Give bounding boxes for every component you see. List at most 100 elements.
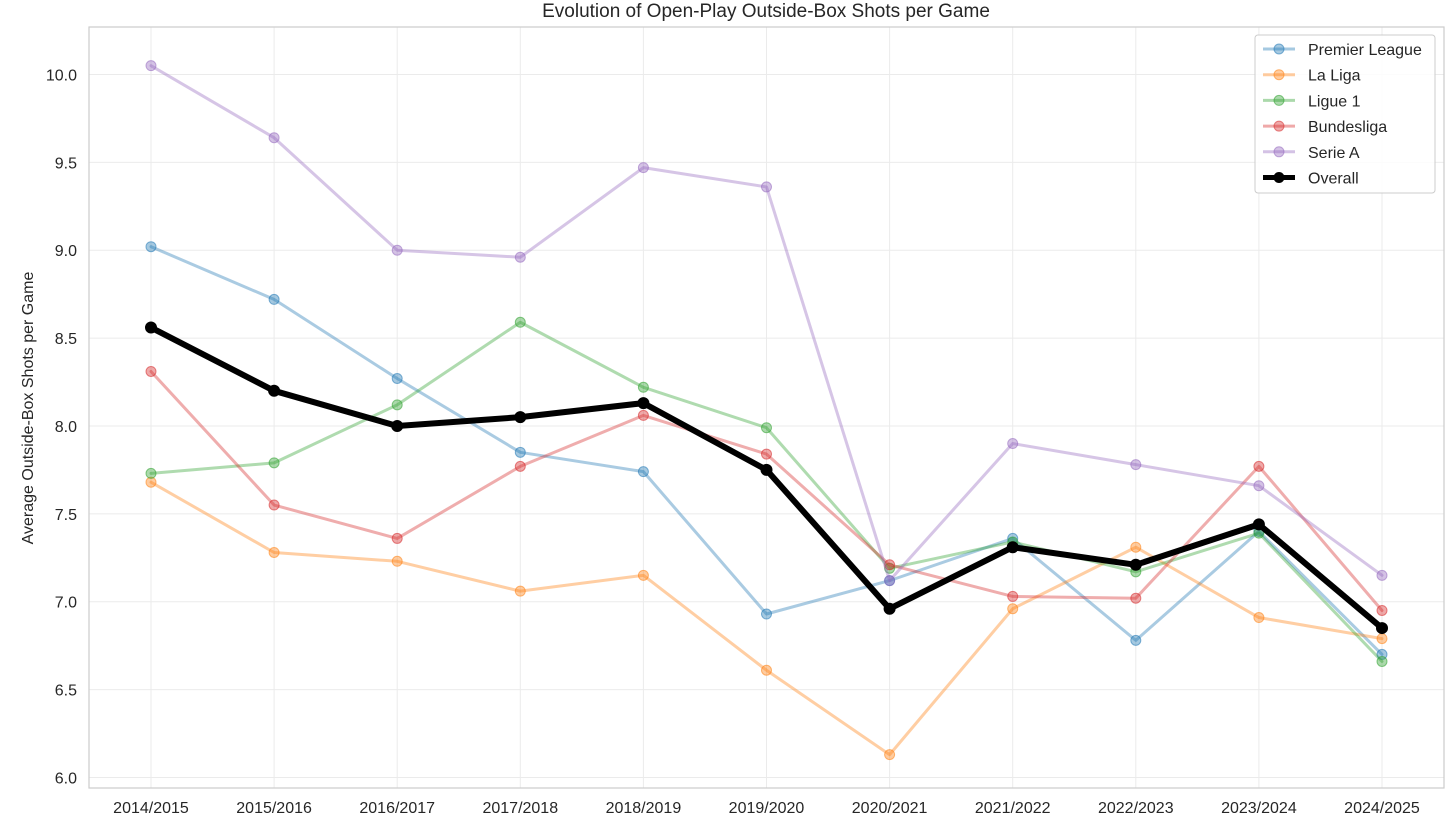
data-point-ligue-1 [268,457,280,469]
series-overall [145,321,1388,635]
legend-item-ligue-1: Ligue 1 [1263,93,1361,110]
plot-area-frame [88,26,1445,789]
series-layer [145,60,1388,761]
legend-label: Serie A [1308,145,1360,162]
data-point-premier-league [761,608,772,620]
legend-label: La Liga [1308,68,1361,85]
y-tick-label: 7.5 [55,507,77,524]
x-tick-label: 2020/2021 [852,800,928,817]
y-tick-label: 6.5 [55,683,77,700]
legend-swatch-marker [1273,172,1285,183]
data-point-serie-a [637,162,649,174]
legend-label: Premier League [1308,42,1422,59]
data-point-la-liga [268,546,280,558]
legend-item-la-liga: La Liga [1263,68,1361,85]
legend-box [1254,34,1436,194]
legend-swatch-marker [1273,69,1285,81]
data-point-bundesliga [1007,590,1019,602]
series-ligue-1 [145,316,1388,667]
data-point-ligue-1 [637,381,649,393]
series-line-ligue-1 [149,320,1384,663]
data-point-la-liga [1007,603,1019,615]
x-tick-label: 2015/2016 [236,800,312,817]
data-point-ligue-1 [761,422,772,434]
data-point-bundesliga [761,448,772,460]
x-axis-ticks: 2014/2015 2015/2016 2016/2017 2017/2018 2018… [113,800,1420,817]
data-point-overall [760,463,773,476]
legend-item-premier-league: Premier League [1263,42,1422,59]
x-tick-label: 2018/2019 [606,800,682,817]
data-point-serie-a [391,244,403,256]
data-point-la-liga [145,476,157,488]
legend: Premier League La Liga Ligue 1 Bundesliga Se… [1254,34,1436,194]
data-point-premier-league [391,373,403,385]
data-point-serie-a [145,60,157,72]
data-point-la-liga [391,555,403,567]
data-point-serie-a [761,181,772,193]
data-point-overall [1376,622,1388,635]
y-axis-label: Average Outside-Box Shots per Game [20,272,37,545]
data-point-la-liga [884,749,896,761]
data-point-premier-league [1130,634,1142,646]
series-premier-league [145,241,1388,660]
y-tick-label: 7.0 [55,595,77,612]
y-tick-label: 6.0 [55,770,77,787]
data-point-premier-league [637,466,649,478]
data-point-la-liga [637,569,649,581]
legend-label: Bundesliga [1308,119,1387,136]
y-tick-label: 9.5 [55,155,77,172]
data-point-serie-a [514,251,526,263]
data-point-la-liga [1130,541,1142,553]
data-point-la-liga [1253,612,1265,624]
y-tick-label: 9.0 [55,243,77,260]
legend-item-bundesliga: Bundesliga [1263,119,1387,136]
data-point-overall [1252,518,1265,531]
data-point-serie-a [1130,459,1142,471]
legend-swatch-marker [1273,146,1285,158]
y-tick-label: 10.0 [46,67,77,84]
y-tick-label: 8.0 [55,419,77,436]
legend-item-overall: Overall [1263,171,1359,188]
data-point-overall [883,602,896,615]
data-point-ligue-1 [884,562,896,574]
legend-swatch-marker [1273,94,1285,106]
x-tick-label: 2014/2015 [113,800,189,817]
data-point-bundesliga [1376,604,1388,616]
series-line-serie-a [149,64,1384,583]
data-point-bundesliga [268,499,280,511]
legend-label: Ligue 1 [1308,93,1361,110]
series-la-liga [145,476,1388,761]
data-point-overall [268,384,281,397]
data-point-bundesliga [391,532,403,544]
data-point-overall [1006,541,1019,554]
legend-swatch-marker [1273,43,1285,55]
data-point-bundesliga [145,365,157,377]
data-point-ligue-1 [391,399,403,411]
data-point-serie-a [884,575,896,587]
data-point-la-liga [761,664,772,676]
data-point-serie-a [1007,438,1019,450]
legend-item-serie-a: Serie A [1263,145,1360,162]
x-tick-label: 2022/2023 [1098,800,1174,817]
x-tick-label: 2023/2024 [1221,800,1297,817]
data-point-bundesliga [1130,592,1142,604]
series-line-la-liga [149,480,1384,757]
series-serie-a [145,60,1388,587]
x-tick-label: 2016/2017 [359,800,435,817]
data-point-overall [637,397,650,410]
data-point-premier-league [514,446,526,458]
legend-label: Overall [1308,171,1359,188]
data-point-ligue-1 [514,316,526,328]
x-tick-label: 2017/2018 [482,800,558,817]
series-line-premier-league [149,245,1384,656]
data-point-ligue-1 [1376,655,1388,667]
data-point-premier-league [145,241,157,253]
data-point-overall [145,321,157,334]
data-point-overall [514,411,527,424]
chart-title: Evolution of Open-Play Outside-Box Shots… [542,1,990,22]
data-point-overall [391,419,404,432]
y-tick-label: 8.5 [55,331,77,348]
data-point-serie-a [1253,480,1265,492]
x-tick-label: 2021/2022 [975,800,1051,817]
